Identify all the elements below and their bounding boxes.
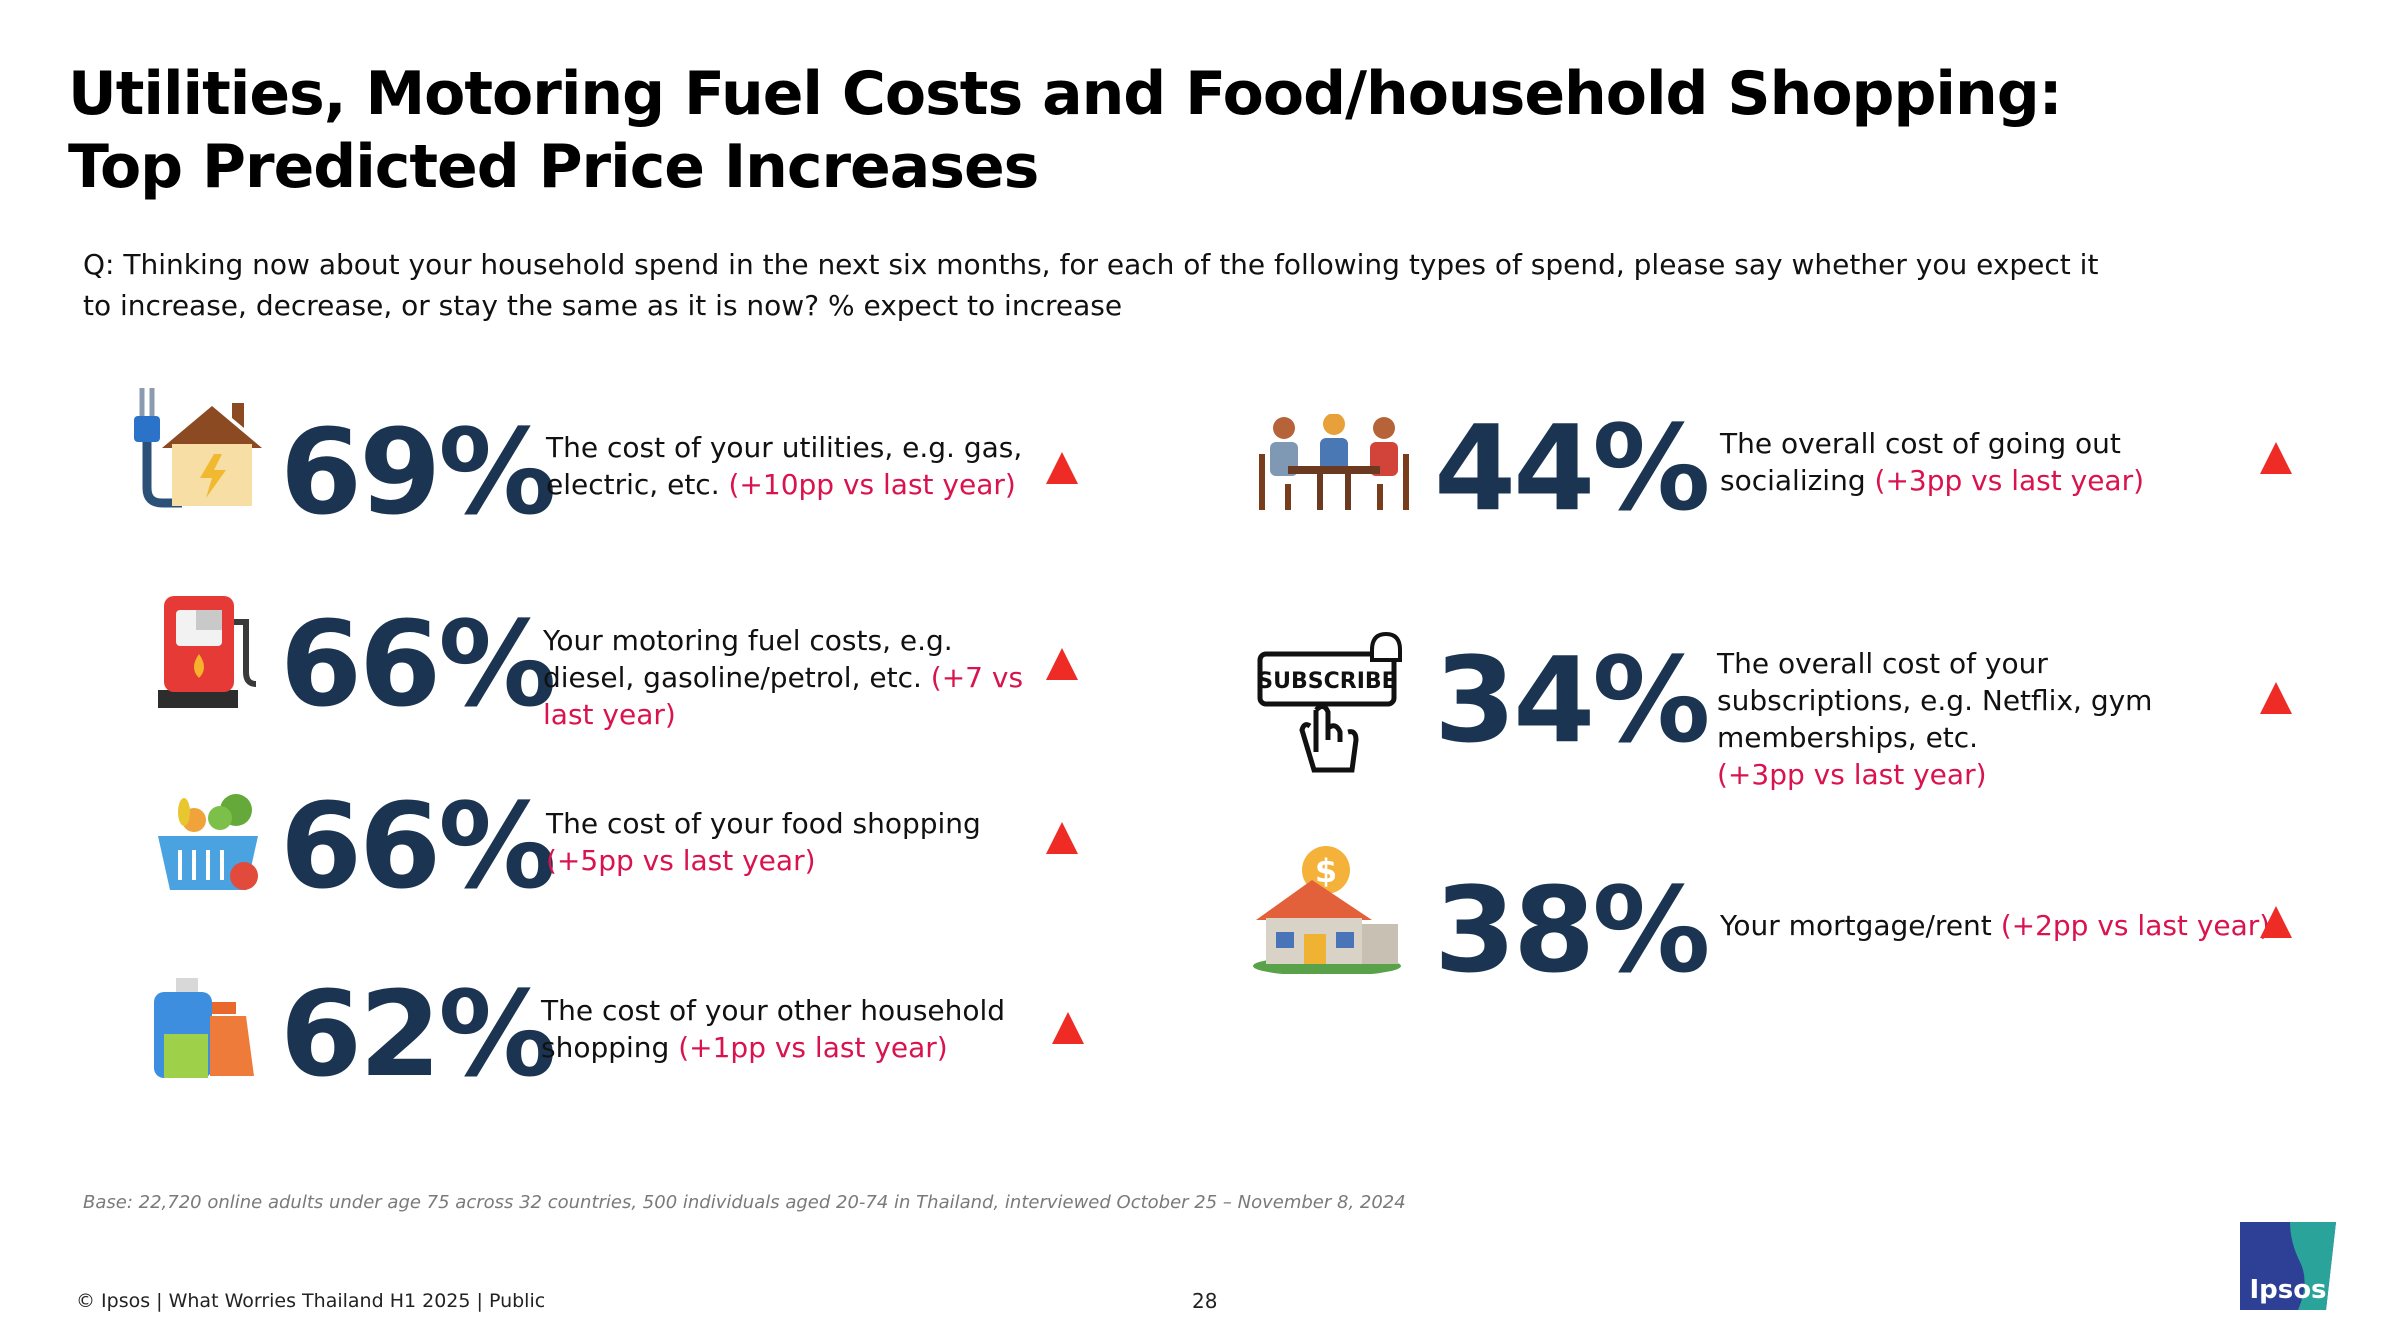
desc-fuel: Your motoring fuel costs, e.g. diesel, g… xyxy=(543,622,1043,733)
footer-copyright: © Ipsos | What Worries Thailand H1 2025 … xyxy=(76,1290,546,1312)
desc-fuel-text: Your motoring fuel costs, e.g. diesel, g… xyxy=(543,624,953,694)
increase-triangle-icon xyxy=(1046,648,1078,680)
value-socializing: 44% xyxy=(1434,399,1710,537)
desc-mortgage: Your mortgage/rent (+2pp vs last year) xyxy=(1720,907,2280,944)
desc-subscriptions-text: The overall cost of your subscriptions, … xyxy=(1717,647,2153,754)
svg-text:$: $ xyxy=(1315,852,1337,890)
desc-household-text: The cost of your other household shoppin… xyxy=(541,994,1006,1064)
change-subscriptions: (+3pp vs last year) xyxy=(1717,758,1987,791)
change-household: (+1pp vs last year) xyxy=(678,1031,948,1064)
page-title-line1: Utilities, Motoring Fuel Costs and Food/… xyxy=(68,59,2063,129)
survey-question: Q: Thinking now about your household spe… xyxy=(83,248,2099,322)
house-plug-icon xyxy=(122,378,264,512)
desc-socializing: The overall cost of going out socializin… xyxy=(1720,425,2150,499)
change-mortgage: (+2pp vs last year) xyxy=(2000,909,2271,942)
increase-triangle-icon xyxy=(1046,822,1078,854)
change-food: (+5pp vs last year) xyxy=(546,844,816,877)
page-title-line2: Top Predicted Price Increases xyxy=(68,132,1039,202)
value-utilities: 69% xyxy=(280,403,556,541)
house-dollar-icon: $ xyxy=(1252,844,1402,976)
base-note: Base: 22,720 online adults under age 75 … xyxy=(83,1192,1406,1213)
page-number: 28 xyxy=(1192,1289,1218,1313)
increase-triangle-icon xyxy=(1052,1012,1084,1044)
value-household: 62% xyxy=(280,965,556,1103)
subscribe-button-icon: SUBSCRIBE xyxy=(1254,630,1412,782)
increase-triangle-icon xyxy=(1046,452,1078,484)
desc-socializing-text: The overall cost of going out socializin… xyxy=(1720,427,2121,497)
increase-triangle-icon xyxy=(2260,682,2292,714)
desc-utilities-text: The cost of your utilities, e.g. gas, el… xyxy=(546,431,1023,501)
desc-household: The cost of your other household shoppin… xyxy=(541,992,1011,1066)
people-at-table-icon xyxy=(1258,413,1410,512)
value-food: 66% xyxy=(280,777,556,915)
desc-food: The cost of your food shopping (+5pp vs … xyxy=(546,805,1006,879)
page-title: Utilities, Motoring Fuel Costs and Food/… xyxy=(68,58,2068,204)
value-mortgage: 38% xyxy=(1434,861,1710,999)
change-fuel: (+7 vs last year) xyxy=(543,661,1024,731)
increase-triangle-icon xyxy=(2260,906,2292,938)
value-fuel: 66% xyxy=(280,595,556,733)
change-utilities: (+10pp vs last year) xyxy=(728,468,1016,501)
desc-mortgage-text: Your mortgage/rent xyxy=(1720,909,1992,942)
desc-subscriptions: The overall cost of your subscriptions, … xyxy=(1717,645,2237,793)
subscribe-label: SUBSCRIBE xyxy=(1257,669,1396,694)
grocery-basket-icon xyxy=(154,790,262,898)
ipsos-logo: Ipsos xyxy=(2240,1222,2336,1310)
value-subscriptions: 34% xyxy=(1434,631,1710,769)
household-products-icon xyxy=(150,976,256,1080)
logo-text: Ipsos xyxy=(2249,1275,2326,1305)
increase-triangle-icon xyxy=(2260,442,2292,474)
change-socializing: (+3pp vs last year) xyxy=(1874,464,2145,497)
desc-food-text: The cost of your food shopping xyxy=(546,807,981,840)
desc-utilities: The cost of your utilities, e.g. gas, el… xyxy=(546,429,1026,503)
fuel-pump-icon xyxy=(156,592,260,710)
